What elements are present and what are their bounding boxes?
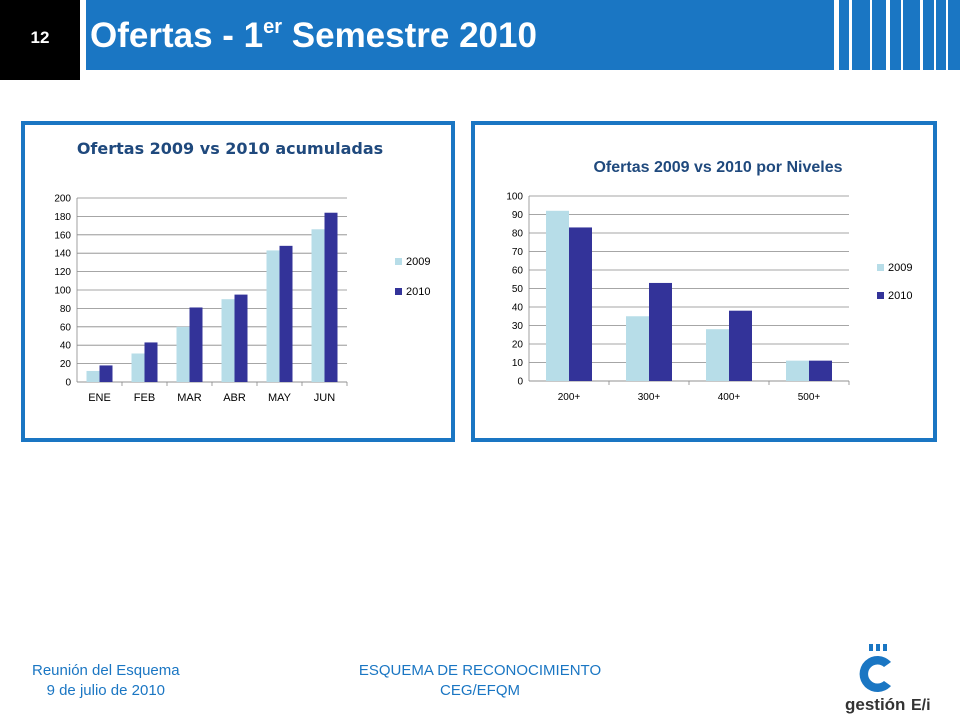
bar-2009-FEB — [131, 353, 145, 382]
y-tick-label: 140 — [54, 249, 71, 260]
bar-2009-200+ — [546, 210, 569, 381]
chart-levels: Ofertas 2009 vs 2010 por Niveles 0 10 20 30 4… — [506, 159, 912, 403]
y-tick-label: 10 — [512, 358, 524, 369]
legend-swatch-2009 — [877, 264, 884, 271]
y-tick-label: 80 — [512, 229, 524, 240]
bar-2010-JUN — [324, 212, 338, 382]
decorative-stripe — [920, 0, 923, 70]
y-tick-label: 40 — [60, 341, 72, 352]
footer-scheme-info: ESQUEMA DE RECONOCIMIENTO CEG/EFQM — [340, 661, 620, 701]
decorative-stripe — [934, 0, 936, 70]
y-tick-label: 200 — [54, 194, 71, 205]
decorative-stripe — [946, 0, 948, 70]
chart-accumulated: Ofertas 2009 vs 2010 acumuladas 0 20 40 60 80… — [54, 139, 430, 404]
bar-2010-200+ — [569, 227, 592, 381]
x-tick-label: ABR — [223, 392, 246, 404]
y-tick-label: 70 — [512, 247, 524, 258]
y-tick-label: 80 — [60, 304, 72, 315]
bar-2009-300+ — [626, 316, 649, 381]
y-tick-label: 100 — [506, 192, 523, 203]
bar-2010-MAR — [189, 307, 203, 382]
y-tick-label: 20 — [512, 340, 524, 351]
legend-label: 2009 — [888, 262, 912, 274]
y-tick-label: 90 — [512, 210, 524, 221]
x-tick-label: MAR — [177, 392, 202, 404]
legend-swatch-2009 — [395, 258, 402, 265]
y-tick-label: 160 — [54, 230, 71, 241]
bar-2009-MAY — [266, 250, 280, 382]
footer-meeting-date: 9 de julio de 2010 — [46, 682, 166, 699]
legend-label: 2009 — [406, 256, 430, 268]
legend-label: 2010 — [406, 286, 430, 298]
bar-2009-MAR — [176, 326, 190, 382]
footer-meeting-info: Reunión del Esquema 9 de julio de 2010 — [32, 661, 180, 701]
chart-title: Ofertas 2009 vs 2010 por Niveles — [593, 159, 842, 176]
x-tick-label: 400+ — [718, 392, 741, 403]
y-tick-label: 20 — [60, 359, 72, 370]
chart-panel-levels: Ofertas 2009 vs 2010 por Niveles 0 10 20 30 4… — [471, 121, 937, 442]
y-tick-label: 60 — [60, 322, 72, 333]
y-tick-label: 100 — [54, 286, 71, 297]
y-tick-label: 60 — [512, 266, 524, 277]
slide-number-box: 12 — [0, 0, 80, 80]
y-tick-label: 40 — [512, 303, 524, 314]
y-tick-label: 180 — [54, 212, 71, 223]
bar-2010-FEB — [144, 342, 158, 382]
x-tick-label: FEB — [134, 392, 155, 404]
title-superscript: er — [263, 16, 283, 38]
y-tick-label: 0 — [65, 378, 71, 389]
bar-2009-JUN — [311, 229, 325, 382]
x-tick-label: JUN — [314, 392, 335, 404]
bar-2009-500+ — [786, 360, 809, 381]
legend-swatch-2010 — [877, 292, 884, 299]
decorative-stripe — [870, 0, 872, 70]
decorative-stripe — [901, 0, 903, 70]
decorative-stripe — [886, 0, 890, 70]
footer-scheme-line1: ESQUEMA DE RECONOCIMIENTO — [358, 662, 602, 679]
footer-scheme-line2: CEG/EFQM — [439, 682, 520, 699]
legend-label: 2010 — [888, 290, 912, 302]
svg-text:E/i: E/i — [911, 697, 931, 714]
x-tick-label: 300+ — [638, 392, 661, 403]
bar-2010-ENE — [99, 365, 113, 382]
decorative-stripe — [834, 0, 839, 70]
bar-2010-ABR — [234, 294, 248, 382]
y-tick-label: 50 — [512, 284, 524, 295]
bar-2009-ABR — [221, 299, 235, 382]
x-tick-label: 200+ — [558, 392, 581, 403]
page-title: Ofertas - 1er Semestre 2010 — [90, 16, 537, 56]
chart-title: Ofertas 2009 vs 2010 acumuladas — [77, 139, 383, 158]
title-main: Ofertas - 1 — [90, 16, 264, 55]
bar-2009-ENE — [86, 370, 100, 382]
y-tick-label: 0 — [517, 377, 523, 388]
x-tick-label: 500+ — [798, 392, 821, 403]
y-tick-label: 30 — [512, 321, 524, 332]
legend-swatch-2010 — [395, 288, 402, 295]
x-tick-label: MAY — [268, 392, 292, 404]
bar-2010-400+ — [729, 310, 752, 381]
bar-2009-400+ — [706, 329, 729, 381]
title-bar: Ofertas - 1er Semestre 2010 — [86, 0, 960, 70]
y-tick-label: 120 — [54, 267, 71, 278]
slide-number: 12 — [30, 28, 50, 47]
gestion-logo: gestión E/i — [845, 644, 931, 714]
decorative-stripe — [849, 0, 852, 70]
bar-2010-MAY — [279, 245, 293, 382]
bar-2010-300+ — [649, 282, 672, 381]
svg-text:gestión: gestión — [845, 695, 905, 714]
footer-meeting-name: Reunión del Esquema — [32, 662, 180, 679]
x-tick-label: ENE — [88, 392, 111, 404]
chart-panel-accumulated: Ofertas 2009 vs 2010 acumuladas 0 20 40 60 80… — [21, 121, 455, 442]
bar-2010-500+ — [809, 360, 832, 381]
title-rest: Semestre 2010 — [282, 16, 537, 55]
